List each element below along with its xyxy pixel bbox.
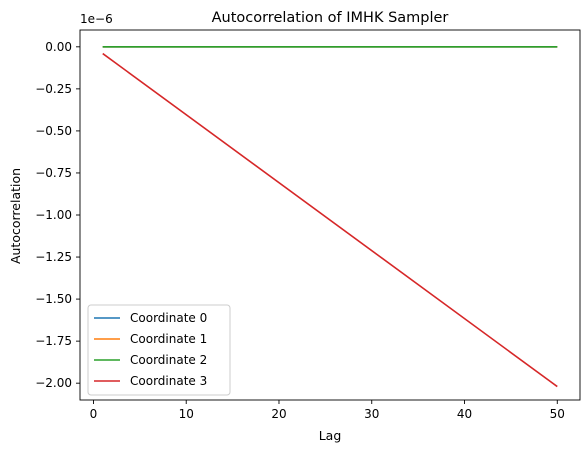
y-axis-offset-label: 1e−6 bbox=[80, 12, 113, 26]
y-tick-label: −1.00 bbox=[35, 208, 72, 222]
x-axis-label: Lag bbox=[319, 428, 342, 443]
y-tick-label: −0.75 bbox=[35, 166, 72, 180]
x-tick-label: 40 bbox=[457, 407, 472, 421]
x-tick-label: 10 bbox=[179, 407, 194, 421]
plot-area: 0 10 20 30 40 50 0.00 −0.25 −0.50 −0.75 −1.00 −1.25… bbox=[35, 29, 581, 421]
y-tick-label: −1.75 bbox=[35, 334, 72, 348]
x-tick-label: 30 bbox=[364, 407, 379, 421]
y-tick-label: −0.25 bbox=[35, 82, 72, 96]
legend-label: Coordinate 2 bbox=[130, 353, 207, 367]
legend-label: Coordinate 1 bbox=[130, 332, 207, 346]
legend-label: Coordinate 3 bbox=[130, 374, 207, 388]
y-tick-label: −2.00 bbox=[35, 376, 72, 390]
series-line-3 bbox=[102, 52, 558, 388]
x-tick-label: 20 bbox=[271, 407, 286, 421]
y-axis-label: Autocorrelation bbox=[8, 168, 23, 264]
y-tick-label: −0.50 bbox=[35, 124, 72, 138]
legend-label: Coordinate 0 bbox=[130, 311, 207, 325]
x-tick-label: 0 bbox=[90, 407, 98, 421]
legend: Coordinate 0 Coordinate 1 Coordinate 2 Coor… bbox=[87, 304, 231, 396]
legend-box bbox=[87, 304, 231, 396]
chart-title: Autocorrelation of IMHK Sampler bbox=[212, 10, 449, 26]
y-tick-label: −1.25 bbox=[35, 250, 72, 264]
x-tick-label: 50 bbox=[550, 407, 565, 421]
y-tick-label: −1.50 bbox=[35, 292, 72, 306]
y-tick-label: 0.00 bbox=[45, 40, 72, 54]
